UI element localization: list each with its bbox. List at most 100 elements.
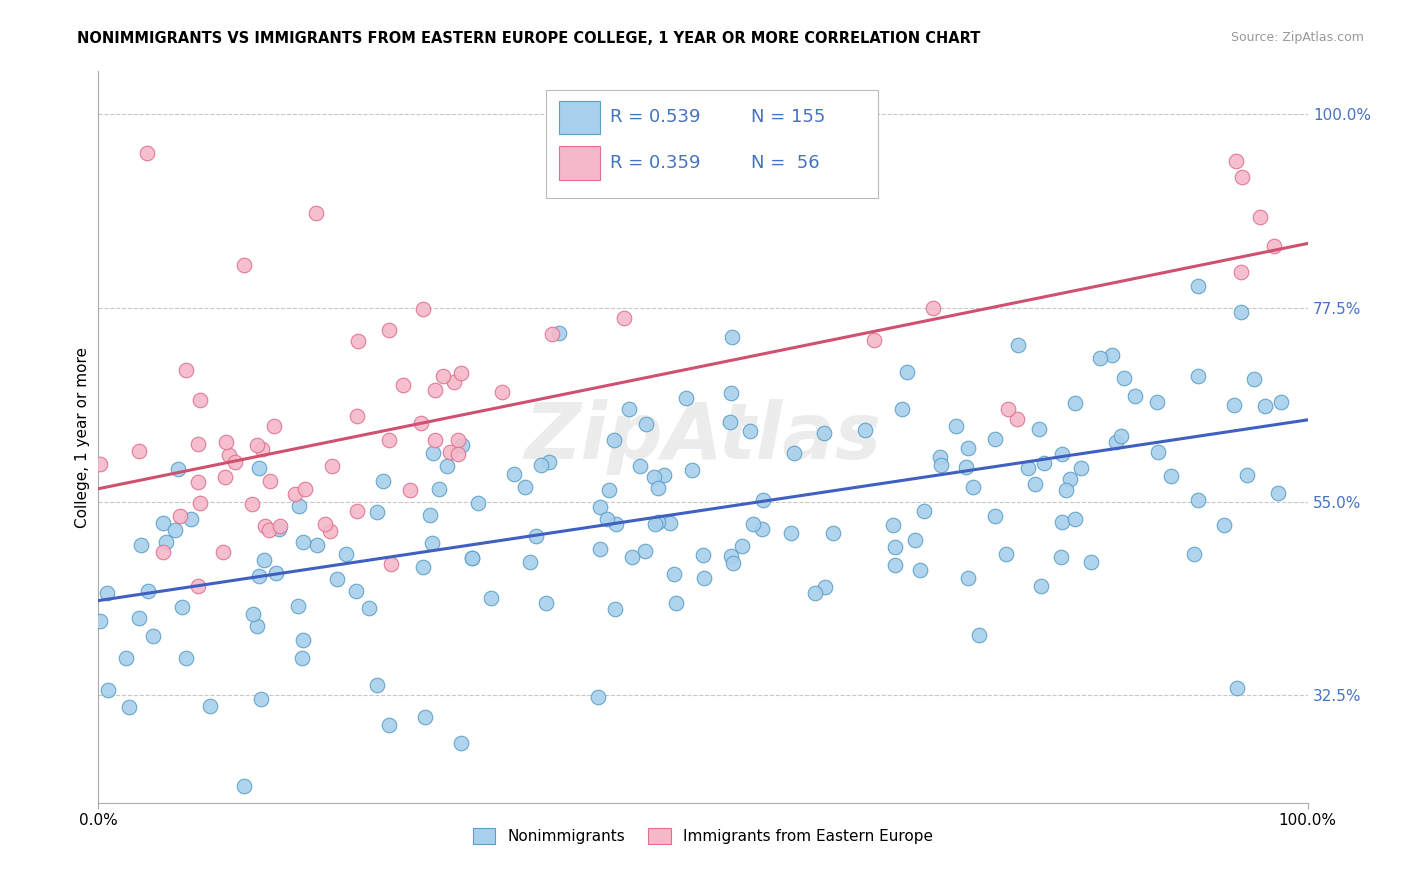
Point xyxy=(180,512,202,526)
Point xyxy=(957,441,980,455)
Point xyxy=(392,378,415,392)
Point xyxy=(721,556,744,570)
Point xyxy=(174,650,197,665)
Point xyxy=(1225,154,1247,169)
Point xyxy=(128,611,150,625)
Point xyxy=(752,493,775,508)
Point xyxy=(190,496,212,510)
Point xyxy=(247,460,270,475)
Point xyxy=(450,366,472,380)
Point xyxy=(537,455,560,469)
Point xyxy=(804,586,827,600)
Point xyxy=(412,301,434,316)
Point xyxy=(1147,445,1170,459)
Point xyxy=(467,496,489,510)
Point xyxy=(450,438,472,452)
Point xyxy=(884,558,907,572)
Point xyxy=(96,585,118,599)
Point xyxy=(983,508,1005,523)
Point xyxy=(605,517,627,532)
Point xyxy=(190,392,212,407)
Text: Source: ZipAtlas.com: Source: ZipAtlas.com xyxy=(1230,31,1364,45)
Point xyxy=(997,402,1019,417)
Point xyxy=(377,322,399,336)
Y-axis label: College, 1 year or more: College, 1 year or more xyxy=(75,347,90,527)
Point xyxy=(882,517,904,532)
Point xyxy=(423,434,446,448)
Point xyxy=(305,538,328,552)
Point xyxy=(813,580,835,594)
Point xyxy=(287,500,309,514)
FancyBboxPatch shape xyxy=(546,90,879,198)
Point xyxy=(246,438,269,452)
Point xyxy=(548,326,571,341)
Point xyxy=(326,572,349,586)
Point xyxy=(1017,461,1039,475)
Point xyxy=(1267,486,1289,500)
Point xyxy=(187,475,209,489)
Point xyxy=(1114,370,1136,384)
Point xyxy=(603,433,626,447)
Point xyxy=(346,334,368,349)
Point xyxy=(603,601,626,615)
Point xyxy=(292,633,315,648)
Point xyxy=(366,678,388,692)
Point xyxy=(1226,681,1249,696)
Point xyxy=(419,508,441,522)
Point xyxy=(1028,422,1050,436)
Point xyxy=(461,551,484,566)
Point xyxy=(1223,398,1246,412)
Point xyxy=(530,458,553,472)
Point xyxy=(1050,516,1073,530)
Point xyxy=(187,437,209,451)
Point xyxy=(1146,394,1168,409)
Point xyxy=(1230,169,1253,184)
Point xyxy=(1054,483,1077,497)
Point xyxy=(984,432,1007,446)
Point xyxy=(115,651,138,665)
Point xyxy=(232,258,254,272)
Text: NONIMMIGRANTS VS IMMIGRANTS FROM EASTERN EUROPE COLLEGE, 1 YEAR OR MORE CORRELAT: NONIMMIGRANTS VS IMMIGRANTS FROM EASTERN… xyxy=(77,31,981,46)
Point xyxy=(425,383,447,397)
Point xyxy=(291,534,314,549)
Point xyxy=(446,433,468,447)
Point xyxy=(1243,372,1265,386)
Point xyxy=(738,424,761,438)
Point xyxy=(141,629,163,643)
Point xyxy=(652,468,675,483)
Point xyxy=(634,417,657,432)
Point xyxy=(720,549,742,564)
Point xyxy=(891,401,914,416)
Point xyxy=(1064,396,1087,410)
Point xyxy=(1187,369,1209,384)
Point xyxy=(1024,477,1046,491)
Point xyxy=(524,529,547,543)
Point xyxy=(658,516,681,530)
Point xyxy=(135,146,157,161)
Point xyxy=(589,500,612,514)
Point xyxy=(782,446,804,460)
Point xyxy=(359,601,381,615)
Point xyxy=(259,474,281,488)
Point xyxy=(136,583,159,598)
Point xyxy=(439,444,461,458)
Point xyxy=(1160,469,1182,483)
Point xyxy=(169,508,191,523)
Point xyxy=(662,567,685,582)
Point xyxy=(1270,395,1292,409)
Point xyxy=(218,448,240,462)
Point xyxy=(541,327,564,342)
Point xyxy=(515,481,537,495)
Point xyxy=(665,595,688,609)
Point xyxy=(1005,412,1028,426)
Point xyxy=(240,497,263,511)
Point xyxy=(97,683,120,698)
Point xyxy=(215,435,238,450)
Point xyxy=(232,779,254,793)
Point xyxy=(291,650,314,665)
Point xyxy=(314,516,336,531)
Point xyxy=(903,533,925,547)
Point xyxy=(643,470,665,484)
Point xyxy=(1236,468,1258,483)
Point xyxy=(1007,338,1029,352)
